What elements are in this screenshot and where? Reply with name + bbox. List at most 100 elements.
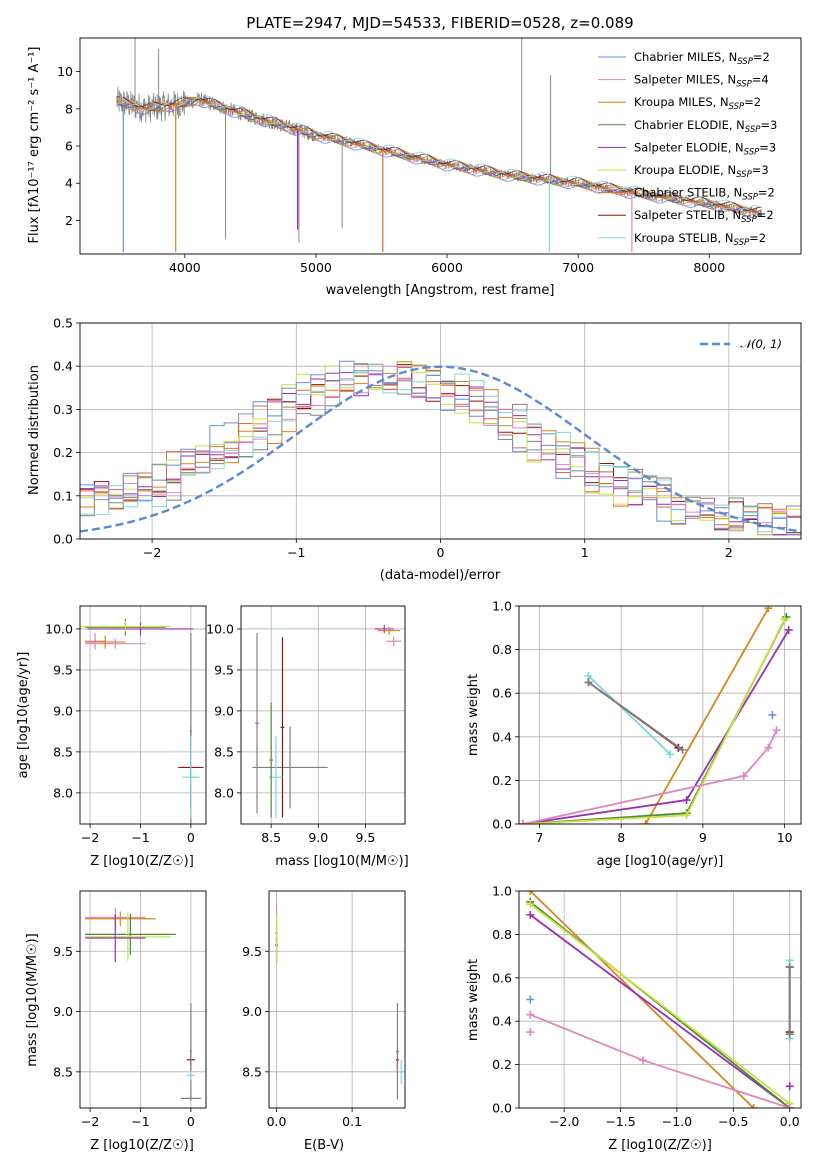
mass-weight-vs-Z-grid	[519, 890, 801, 1109]
mass-weight-vs-Z-ytick-label-0: 0.0	[492, 1101, 512, 1116]
mass-weight-vs-age-series-marker-8-0	[768, 711, 777, 719]
mass-vs-ebv-xtick-label-1: 0.1	[342, 1114, 362, 1129]
mass-weight-vs-age-series-marker-4-0	[519, 820, 528, 824]
legend-label-main-0: Chabrier MILES, N	[634, 50, 737, 64]
mass-weight-vs-age-ytick-label-3: 0.6	[492, 686, 512, 701]
mass-weight-vs-Z-frame	[518, 890, 802, 1109]
age-vs-Z-ytick-label-1: 8.5	[53, 744, 73, 759]
age-vs-mass-points	[252, 624, 402, 819]
age-vs-Z-point-5	[85, 635, 126, 649]
residuals-panel: (data-model)/error Normed distribution −…	[27, 316, 802, 583]
legend-label-sub-0: SSP	[737, 57, 753, 67]
mass-vs-Z-xlabel: Z [log10(Z/Z☉)]	[90, 1138, 194, 1153]
spectrum-ytick-label-0: 2	[65, 213, 73, 228]
age-vs-Z-ytick-label-3: 9.5	[53, 662, 73, 677]
spectrum-lines	[116, 38, 763, 253]
mass-vs-ebv-grid	[269, 891, 405, 1108]
mass-vs-ebv-panel: E(B-V) 0.0 0.1 8.5 9.0 9.5	[242, 890, 406, 1153]
age-vs-Z-point-1	[87, 622, 194, 636]
mass-weight-vs-age-series-marker-5-1	[666, 750, 675, 759]
age-vs-Z-frame	[79, 605, 207, 825]
age-vs-Z-grid	[80, 606, 206, 824]
legend-label-5: Kroupa ELODIE, NSSP=3	[634, 163, 769, 180]
age-vs-Z-ytick-label-2: 9.0	[53, 703, 73, 718]
legend-label-eq-7: =2	[757, 208, 774, 222]
age-vs-mass-grid	[241, 606, 405, 824]
mass-weight-vs-age-ytick-label-5: 1.0	[492, 599, 512, 614]
mass-weight-vs-age-series-marker-3-2	[780, 615, 789, 624]
mass-weight-vs-age-series-marker-0-1	[764, 606, 773, 613]
age-vs-Z-point-3	[85, 633, 106, 650]
legend-label-main-8: Kroupa STELIB, N	[634, 231, 734, 245]
mass-weight-vs-age-series-marker-4-2	[764, 743, 773, 752]
mass-vs-Z-point-2	[85, 913, 176, 955]
legend-label-8: Kroupa STELIB, NSSP=2	[634, 231, 766, 248]
age-vs-mass-xtick-label-0: 8.5	[261, 830, 281, 845]
legend-label-eq-4: =3	[759, 140, 776, 154]
age-vs-Z-ytick-label-0: 8.0	[53, 785, 73, 800]
mass-weight-vs-age-series-marker-3-1	[682, 811, 691, 820]
mass-weight-vs-Z-series-3	[526, 900, 794, 1108]
mass-weight-vs-age-series	[519, 606, 793, 824]
residuals-xtick-label-2: 0	[437, 545, 445, 560]
spectrum-xtick-label-4: 8000	[693, 260, 725, 275]
age-vs-mass-ytick-label-4: 10.0	[206, 621, 234, 636]
mass-vs-ebv-xlabel: E(B-V)	[304, 1138, 344, 1153]
mass-weight-vs-age-series-line-2	[523, 616, 788, 824]
mass-weight-vs-age-xtick-label-0: 7	[535, 830, 543, 845]
mass-weight-vs-Z-series-line-1	[529, 914, 791, 1108]
mass-vs-Z-ytick-label-2: 9.5	[53, 944, 73, 959]
mass-vs-Z-ytick-label-0: 8.5	[53, 1064, 73, 1079]
mass-weight-vs-Z-series-marker-10-0	[526, 1028, 535, 1037]
mass-vs-ebv-points	[275, 903, 403, 1100]
mass-vs-Z-panel: Z [log10(Z/Z☉)] mass [log10(M/M☉)] −2 −1 0…	[25, 890, 207, 1153]
spectrum-xlabel: wavelength [Angstrom, rest frame]	[326, 283, 555, 298]
spectrum-ytick-label-3: 8	[65, 101, 73, 116]
age-vs-mass-ytick-label-2: 9.0	[214, 703, 234, 718]
age-vs-mass-point-1	[386, 636, 402, 647]
mass-weight-vs-Z-series-marker-7-0	[785, 1030, 794, 1039]
mass-weight-vs-age-series-marker-0-0	[641, 820, 650, 824]
mass-vs-Z-points	[85, 907, 201, 1101]
mass-weight-vs-age-panel: age [log10(age/yr)] mass weight 7 8 9 10 0.0…	[466, 599, 802, 869]
mass-weight-vs-Z-series-marker-3-0	[526, 900, 535, 909]
legend-label-eq-0: =2	[753, 50, 770, 64]
legend-label-eq-8: =2	[749, 231, 766, 245]
residuals-ytick-label-0: 0.0	[53, 532, 73, 547]
mass-weight-vs-age-series-line-5	[587, 675, 671, 755]
residuals-hist-8	[80, 360, 801, 536]
mass-weight-vs-age-ytick-label-4: 0.8	[492, 642, 512, 657]
mass-weight-vs-Z-series-marker-0-0	[526, 891, 535, 895]
age-vs-Z-xtick-label-2: 0	[187, 830, 195, 845]
mass-vs-ebv-xtick-label-0: 0.0	[267, 1114, 287, 1129]
legend-label-main-4: Salpeter ELODIE, N	[634, 140, 744, 154]
mass-weight-vs-Z-series-0	[526, 891, 758, 1108]
mass-weight-vs-Z-series-marker-4-2	[785, 1104, 794, 1108]
age-vs-mass-point-3	[252, 726, 328, 809]
mass-vs-Z-point-6	[189, 1003, 192, 1100]
age-vs-Z-point-2	[80, 620, 171, 633]
age-vs-mass-ytick-label-1: 8.5	[214, 744, 234, 759]
residuals-xtick-label-4: 2	[725, 545, 733, 560]
mass-weight-vs-Z-ytick-label-2: 0.4	[492, 1014, 512, 1029]
residuals-xtick-label-0: −2	[143, 545, 161, 560]
residuals-legend-label: 𝒩(0, 1)	[740, 337, 782, 351]
mass-weight-vs-Z-ytick-label-1: 0.2	[492, 1057, 512, 1072]
residuals-ytick-label-5: 0.5	[53, 316, 73, 331]
spectrum-model-line-1	[116, 101, 762, 217]
mass-vs-Z-point-3	[85, 912, 171, 961]
mass-weight-vs-age-series-4	[519, 726, 781, 824]
mass-vs-Z-point-4	[85, 913, 146, 963]
mass-weight-vs-age-xtick-label-1: 8	[617, 830, 625, 845]
legend-label-3: Chabrier ELODIE, NSSP=3	[634, 118, 777, 135]
legend-label-4: Salpeter ELODIE, NSSP=3	[634, 140, 776, 157]
mass-weight-vs-age-grid	[519, 605, 801, 825]
mass-weight-vs-Z-xtick-label-3: −0.5	[718, 1114, 748, 1129]
spectrum-ytick-label-1: 4	[65, 176, 73, 191]
mass-weight-vs-age-series-marker-7-1	[678, 745, 687, 754]
age-vs-mass-xlabel: mass [log10(M/M☉)]	[275, 854, 408, 869]
mass-weight-vs-Z-series-marker-9-0	[526, 995, 535, 1004]
residuals-xtick-label-1: −1	[287, 545, 305, 560]
mass-weight-vs-Z-series-7	[785, 962, 794, 1039]
